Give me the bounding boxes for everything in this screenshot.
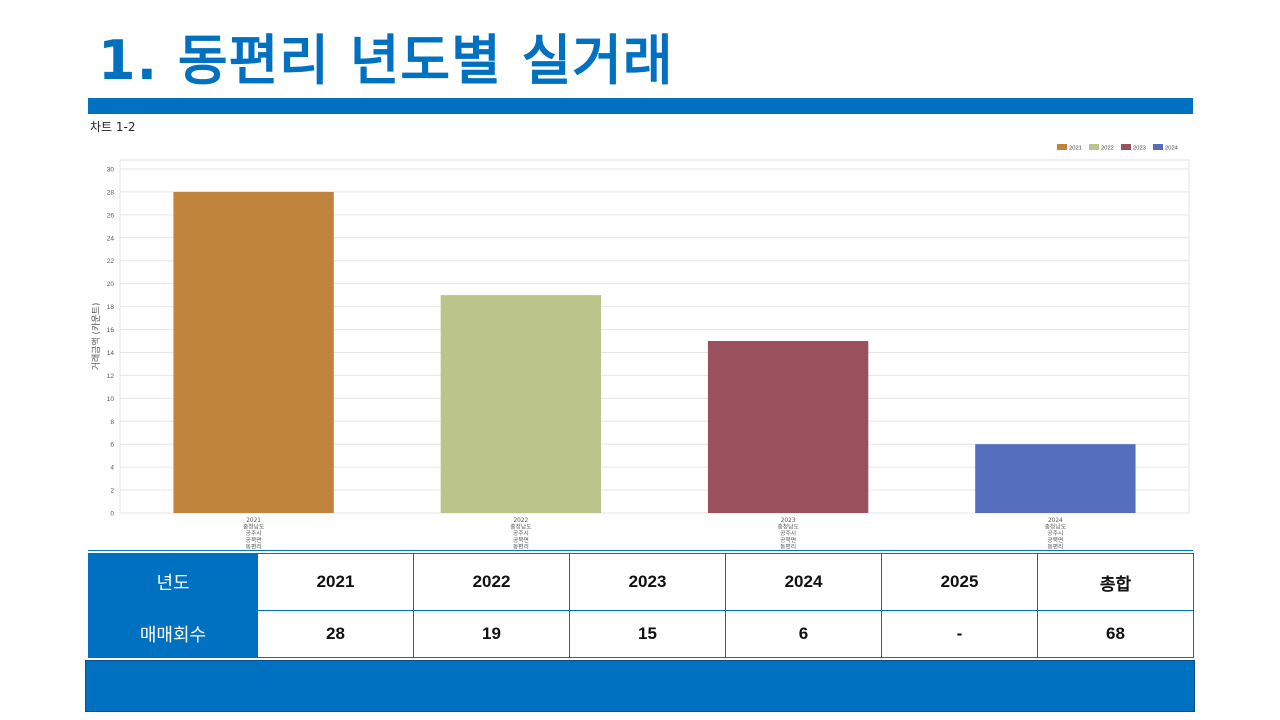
x-tick-sublabel: 공북면 xyxy=(1047,536,1063,544)
y-tick-label: 18 xyxy=(107,304,115,311)
table-row-years: 년도 2021 2022 2023 2024 2025 총합 xyxy=(88,553,1194,611)
table-cell-count: 19 xyxy=(413,610,570,658)
table-cell-total-label: 총합 xyxy=(1037,553,1194,611)
x-tick-sublabel: 충청남도 xyxy=(243,523,265,531)
x-tick-sublabel: 동편리 xyxy=(1047,542,1063,550)
y-tick-label: 14 xyxy=(107,350,115,357)
x-tick-sublabel: 충청남도 xyxy=(510,523,532,531)
bar-2023 xyxy=(707,341,869,513)
legend-swatch xyxy=(1121,144,1131,150)
title-underline-bar xyxy=(88,98,1193,114)
x-tick-label: 2022 xyxy=(513,518,528,524)
legend-label: 2022 xyxy=(1101,146,1114,152)
table-cell-count: 15 xyxy=(569,610,726,658)
legend-label: 2023 xyxy=(1133,146,1146,152)
x-tick-sublabel: 동편리 xyxy=(513,542,529,550)
y-tick-label: 10 xyxy=(107,396,115,403)
y-tick-label: 22 xyxy=(107,258,115,265)
x-tick-sublabel: 충청남도 xyxy=(777,523,799,531)
legend-label: 2024 xyxy=(1165,146,1179,152)
y-tick-label: 0 xyxy=(110,511,114,518)
table-cell-year: 2025 xyxy=(881,553,1038,611)
bar-series xyxy=(173,191,1136,513)
table-top-rule xyxy=(88,550,1193,551)
trade-count-table: 년도 2021 2022 2023 2024 2025 총합 매매회수 28 1… xyxy=(88,553,1194,658)
legend-swatch xyxy=(1153,144,1163,150)
table-cell-year: 2021 xyxy=(257,553,414,611)
legend-swatch xyxy=(1089,144,1099,150)
chart-legend: 2021 2022 2023 2024 xyxy=(1057,144,1179,152)
y-axis-label: 거래금액 (카운트) xyxy=(90,303,102,371)
x-tick-sublabel: 공주시 xyxy=(1047,530,1063,537)
table-cell-year: 2023 xyxy=(569,553,726,611)
x-tick-sublabel: 공주시 xyxy=(513,530,529,537)
table-cell-count: 28 xyxy=(257,610,414,658)
table-header-year: 년도 xyxy=(88,553,258,611)
table-cell-count: 6 xyxy=(725,610,882,658)
x-tick-sublabel: 동편리 xyxy=(780,542,796,550)
x-axis-ticks: 2021충청남도공주시공북면동편리2022충청남도공주시공북면동편리2023충청… xyxy=(243,518,1067,550)
bar-2022 xyxy=(440,295,602,513)
bar-2021 xyxy=(173,191,334,513)
x-tick-sublabel: 공북면 xyxy=(513,536,529,544)
y-tick-label: 28 xyxy=(107,189,115,196)
y-tick-label: 6 xyxy=(110,442,114,449)
y-tick-label: 26 xyxy=(107,212,115,219)
legend-label: 2021 xyxy=(1069,146,1082,152)
y-tick-label: 30 xyxy=(107,167,115,174)
x-tick-label: 2023 xyxy=(781,518,796,524)
footer-bar xyxy=(85,660,1195,712)
table-cell-year: 2024 xyxy=(725,553,882,611)
x-tick-sublabel: 공주시 xyxy=(246,530,262,537)
y-tick-label: 4 xyxy=(110,465,114,472)
chart-caption: 차트 1-2 xyxy=(90,120,136,134)
x-tick-sublabel: 공북면 xyxy=(246,536,262,544)
table-cell-count: - xyxy=(881,610,1038,658)
x-tick-label: 2021 xyxy=(246,518,261,524)
table-cell-year: 2022 xyxy=(413,553,570,611)
x-tick-label: 2024 xyxy=(1048,518,1063,524)
y-tick-label: 16 xyxy=(107,327,115,334)
y-tick-label: 20 xyxy=(107,281,115,288)
y-tick-label: 2 xyxy=(110,488,114,495)
bar-2024 xyxy=(975,444,1136,513)
table-row-counts: 매매회수 28 19 15 6 - 68 xyxy=(88,610,1194,658)
table-cell-total: 68 xyxy=(1037,610,1194,658)
table-header-count: 매매회수 xyxy=(88,610,258,658)
y-tick-label: 12 xyxy=(107,373,115,380)
x-tick-sublabel: 공북면 xyxy=(780,536,796,544)
y-tick-label: 24 xyxy=(107,235,115,242)
legend-swatch xyxy=(1057,144,1067,150)
slide-title: 1. 동편리 년도별 실거래 xyxy=(98,29,674,92)
x-tick-sublabel: 공주시 xyxy=(780,530,796,537)
x-tick-sublabel: 동편리 xyxy=(246,542,262,550)
x-tick-sublabel: 충청남도 xyxy=(1045,523,1067,531)
y-tick-label: 8 xyxy=(110,419,114,426)
